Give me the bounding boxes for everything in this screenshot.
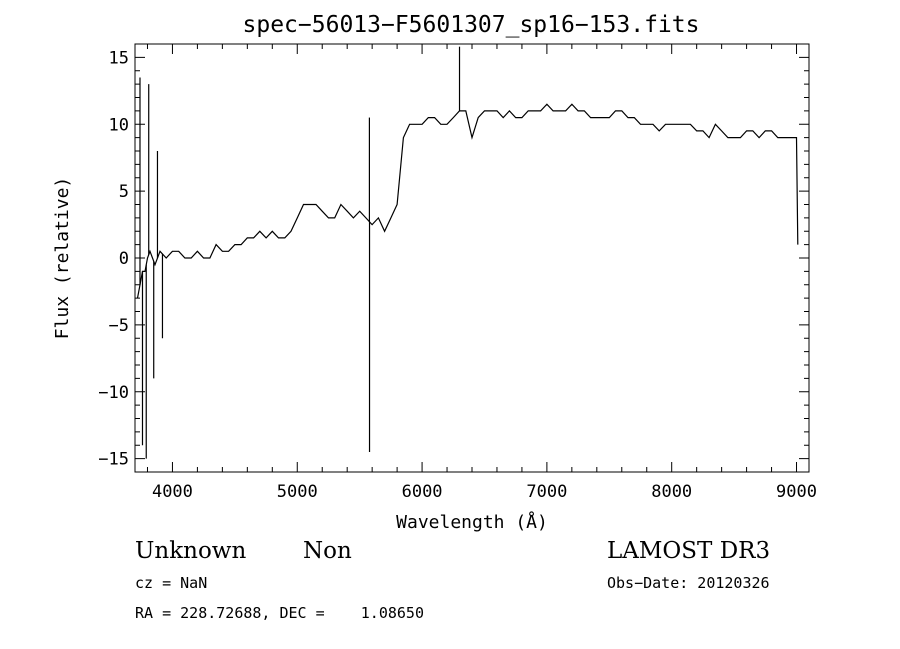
object-class: Unknown: [135, 538, 247, 564]
y-axis-label: Flux (relative): [52, 177, 73, 340]
y-tick-label: 5: [119, 182, 129, 202]
y-tick-label: 0: [119, 249, 129, 269]
x-axis: 4000 5000 6000 7000 8000 9000: [146, 44, 817, 502]
y-tick-label: −5: [109, 316, 129, 336]
chart-title: spec−56013−F5601307_sp16−153.fits: [243, 12, 700, 38]
object-subclass: Non: [303, 538, 352, 564]
x-tick-label: 8000: [651, 482, 692, 502]
coordinates-text: RA = 228.72688, DEC = 1.08650: [135, 604, 424, 622]
x-tick-label: 9000: [776, 482, 817, 502]
survey-label: LAMOST DR3: [607, 538, 771, 564]
x-tick-label: 6000: [402, 482, 443, 502]
plot-area: [136, 46, 799, 459]
y-tick-label: 15: [109, 48, 129, 68]
y-tick-label: −10: [98, 383, 129, 403]
x-tick-label: 7000: [526, 482, 567, 502]
y-axis: −15 −10 −5 0 5 10 15: [98, 43, 809, 473]
spectrum-line: [136, 103, 799, 299]
plot-frame: [134, 43, 810, 473]
y-tick-label: −15: [98, 450, 129, 470]
x-tick-label: 5000: [277, 482, 318, 502]
x-axis-label: Wavelength (Å): [396, 511, 548, 533]
y-tick-label: 10: [109, 115, 129, 135]
redshift-text: cz = NaN: [135, 574, 208, 592]
obs-date-text: Obs−Date: 20120326: [607, 574, 770, 592]
x-tick-label: 4000: [152, 482, 193, 502]
